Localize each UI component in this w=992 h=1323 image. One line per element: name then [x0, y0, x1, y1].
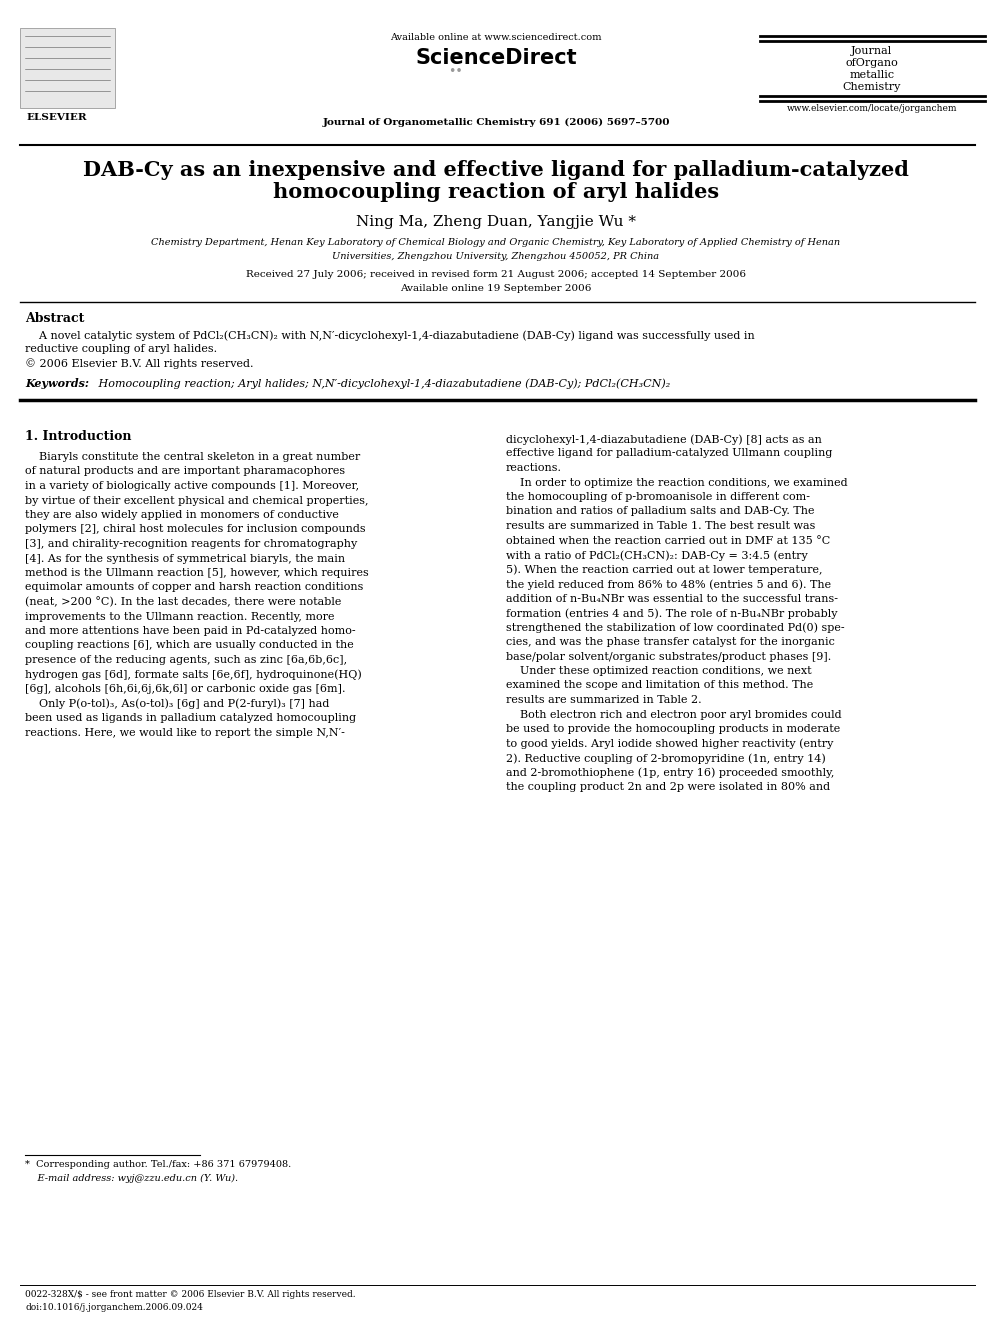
Text: 2). Reductive coupling of 2-bromopyridine (1n, entry 14): 2). Reductive coupling of 2-bromopyridin…	[506, 753, 825, 763]
Text: method is the Ullmann reaction [5], however, which requires: method is the Ullmann reaction [5], howe…	[25, 568, 369, 578]
Text: base/polar solvent/organic substrates/product phases [9].: base/polar solvent/organic substrates/pr…	[506, 651, 831, 662]
Text: Only P(o-tol)₃, As(o-tol)₃ [6g] and P(2-furyl)₃ [7] had: Only P(o-tol)₃, As(o-tol)₃ [6g] and P(2-…	[25, 699, 329, 709]
Text: DAB-Cy as an inexpensive and effective ligand for palladium-catalyzed: DAB-Cy as an inexpensive and effective l…	[83, 160, 909, 180]
Text: formation (entries 4 and 5). The role of n-Bu₄NBr probably: formation (entries 4 and 5). The role of…	[506, 609, 837, 619]
Text: *  Corresponding author. Tel./fax: +86 371 67979408.: * Corresponding author. Tel./fax: +86 37…	[25, 1160, 292, 1170]
Text: Under these optimized reaction conditions, we next: Under these optimized reaction condition…	[506, 665, 811, 676]
Text: Journal: Journal	[851, 46, 893, 56]
Text: [6g], alcohols [6h,6i,6j,6k,6l] or carbonic oxide gas [6m].: [6g], alcohols [6h,6i,6j,6k,6l] or carbo…	[25, 684, 345, 695]
Text: Available online at www.sciencedirect.com: Available online at www.sciencedirect.co…	[390, 33, 602, 42]
Text: A novel catalytic system of PdCl₂(CH₃CN)₂ with N,N′-dicyclohexyl-1,4-diazabutadi: A novel catalytic system of PdCl₂(CH₃CN)…	[25, 329, 755, 340]
Text: Available online 19 September 2006: Available online 19 September 2006	[401, 284, 591, 292]
Text: the homocoupling of p-bromoanisole in different com-: the homocoupling of p-bromoanisole in di…	[506, 492, 810, 501]
Text: ELSEVIER: ELSEVIER	[27, 112, 87, 122]
Text: cies, and was the phase transfer catalyst for the inorganic: cies, and was the phase transfer catalys…	[506, 636, 835, 647]
Text: [4]. As for the synthesis of symmetrical biaryls, the main: [4]. As for the synthesis of symmetrical…	[25, 553, 345, 564]
Bar	[20, 28, 115, 108]
Text: of natural products and are important pharamacophores: of natural products and are important ph…	[25, 467, 345, 476]
Text: polymers [2], chiral host molecules for inclusion compounds: polymers [2], chiral host molecules for …	[25, 524, 366, 534]
Text: presence of the reducing agents, such as zinc [6a,6b,6c],: presence of the reducing agents, such as…	[25, 655, 347, 665]
Text: in a variety of biologically active compounds [1]. Moreover,: in a variety of biologically active comp…	[25, 482, 359, 491]
Text: In order to optimize the reaction conditions, we examined: In order to optimize the reaction condit…	[506, 478, 847, 487]
Text: Chemistry Department, Henan Key Laboratory of Chemical Biology and Organic Chemi: Chemistry Department, Henan Key Laborato…	[152, 238, 840, 247]
Text: © 2006 Elsevier B.V. All rights reserved.: © 2006 Elsevier B.V. All rights reserved…	[25, 359, 254, 369]
Text: [3], and chirality-recognition reagents for chromatography: [3], and chirality-recognition reagents …	[25, 538, 357, 549]
Text: Homocoupling reaction; Aryl halides; N,N′-dicyclohexyl-1,4-diazabutadiene (DAB-C: Homocoupling reaction; Aryl halides; N,N…	[95, 378, 671, 389]
Text: ••
••: •• ••	[448, 50, 463, 78]
Text: reactions.: reactions.	[506, 463, 562, 474]
Text: bination and ratios of palladium salts and DAB-Cy. The: bination and ratios of palladium salts a…	[506, 507, 814, 516]
Text: Both electron rich and electron poor aryl bromides could: Both electron rich and electron poor ary…	[506, 709, 841, 720]
Text: Journal of Organometallic Chemistry 691 (2006) 5697–5700: Journal of Organometallic Chemistry 691 …	[322, 118, 670, 127]
Text: been used as ligands in palladium catalyzed homocoupling: been used as ligands in palladium cataly…	[25, 713, 356, 722]
Text: Keywords:: Keywords:	[25, 378, 93, 389]
Text: www.elsevier.com/locate/jorganchem: www.elsevier.com/locate/jorganchem	[787, 105, 957, 112]
Text: strengthened the stabilization of low coordinated Pd(0) spe-: strengthened the stabilization of low co…	[506, 623, 844, 634]
Text: Received 27 July 2006; received in revised form 21 August 2006; accepted 14 Sept: Received 27 July 2006; received in revis…	[246, 270, 746, 279]
Text: obtained when the reaction carried out in DMF at 135 °C: obtained when the reaction carried out i…	[506, 536, 830, 545]
Text: E-mail address: wyj@zzu.edu.cn (Y. Wu).: E-mail address: wyj@zzu.edu.cn (Y. Wu).	[25, 1174, 238, 1183]
Text: addition of n-Bu₄NBr was essential to the successful trans-: addition of n-Bu₄NBr was essential to th…	[506, 594, 838, 603]
Text: improvements to the Ullmann reaction. Recently, more: improvements to the Ullmann reaction. Re…	[25, 611, 334, 622]
Text: with a ratio of PdCl₂(CH₃CN)₂: DAB-Cy = 3:4.5 (entry: with a ratio of PdCl₂(CH₃CN)₂: DAB-Cy = …	[506, 550, 807, 561]
Text: homocoupling reaction of aryl halides: homocoupling reaction of aryl halides	[273, 183, 719, 202]
Text: coupling reactions [6], which are usually conducted in the: coupling reactions [6], which are usuall…	[25, 640, 354, 651]
Text: ScienceDirect: ScienceDirect	[416, 48, 576, 67]
Text: 5). When the reaction carried out at lower temperature,: 5). When the reaction carried out at low…	[506, 565, 822, 576]
Text: dicyclohexyl-1,4-diazabutadiene (DAB-Cy) [8] acts as an: dicyclohexyl-1,4-diazabutadiene (DAB-Cy)…	[506, 434, 822, 445]
Text: Chemistry: Chemistry	[843, 82, 901, 93]
Text: results are summarized in Table 2.: results are summarized in Table 2.	[506, 695, 701, 705]
Text: and more attentions have been paid in Pd-catalyzed homo-: and more attentions have been paid in Pd…	[25, 626, 355, 636]
Text: effective ligand for palladium-catalyzed Ullmann coupling: effective ligand for palladium-catalyzed…	[506, 448, 832, 459]
Text: Universities, Zhengzhou University, Zhengzhou 450052, PR China: Universities, Zhengzhou University, Zhen…	[332, 251, 660, 261]
Text: to good yields. Aryl iodide showed higher reactivity (entry: to good yields. Aryl iodide showed highe…	[506, 738, 833, 749]
Text: reductive coupling of aryl halides.: reductive coupling of aryl halides.	[25, 344, 217, 355]
Text: and 2-bromothiophene (1p, entry 16) proceeded smoothly,: and 2-bromothiophene (1p, entry 16) proc…	[506, 767, 834, 778]
Text: equimolar amounts of copper and harsh reaction conditions: equimolar amounts of copper and harsh re…	[25, 582, 363, 593]
Text: reactions. Here, we would like to report the simple N,N′-: reactions. Here, we would like to report…	[25, 728, 345, 737]
Text: Abstract: Abstract	[25, 312, 84, 325]
Text: (neat, >200 °C). In the last decades, there were notable: (neat, >200 °C). In the last decades, th…	[25, 597, 341, 607]
Text: results are summarized in Table 1. The best result was: results are summarized in Table 1. The b…	[506, 521, 815, 531]
Text: the yield reduced from 86% to 48% (entries 5 and 6). The: the yield reduced from 86% to 48% (entri…	[506, 579, 831, 590]
Text: ofOrgano: ofOrgano	[845, 58, 899, 67]
Text: by virtue of their excellent physical and chemical properties,: by virtue of their excellent physical an…	[25, 496, 368, 505]
Text: Biaryls constitute the central skeleton in a great number: Biaryls constitute the central skeleton …	[25, 452, 360, 462]
Text: Ning Ma, Zheng Duan, Yangjie Wu *: Ning Ma, Zheng Duan, Yangjie Wu *	[356, 216, 636, 229]
Text: 1. Introduction: 1. Introduction	[25, 430, 132, 443]
Text: 0022-328X/$ - see front matter © 2006 Elsevier B.V. All rights reserved.: 0022-328X/$ - see front matter © 2006 El…	[25, 1290, 355, 1299]
Text: metallic: metallic	[849, 70, 895, 79]
Text: they are also widely applied in monomers of conductive: they are also widely applied in monomers…	[25, 509, 339, 520]
Text: the coupling product 2n and 2p were isolated in 80% and: the coupling product 2n and 2p were isol…	[506, 782, 830, 792]
Text: examined the scope and limitation of this method. The: examined the scope and limitation of thi…	[506, 680, 813, 691]
Text: hydrogen gas [6d], formate salts [6e,6f], hydroquinone(HQ): hydrogen gas [6d], formate salts [6e,6f]…	[25, 669, 362, 680]
Text: be used to provide the homocoupling products in moderate: be used to provide the homocoupling prod…	[506, 724, 840, 734]
Text: doi:10.1016/j.jorganchem.2006.09.024: doi:10.1016/j.jorganchem.2006.09.024	[25, 1303, 203, 1312]
